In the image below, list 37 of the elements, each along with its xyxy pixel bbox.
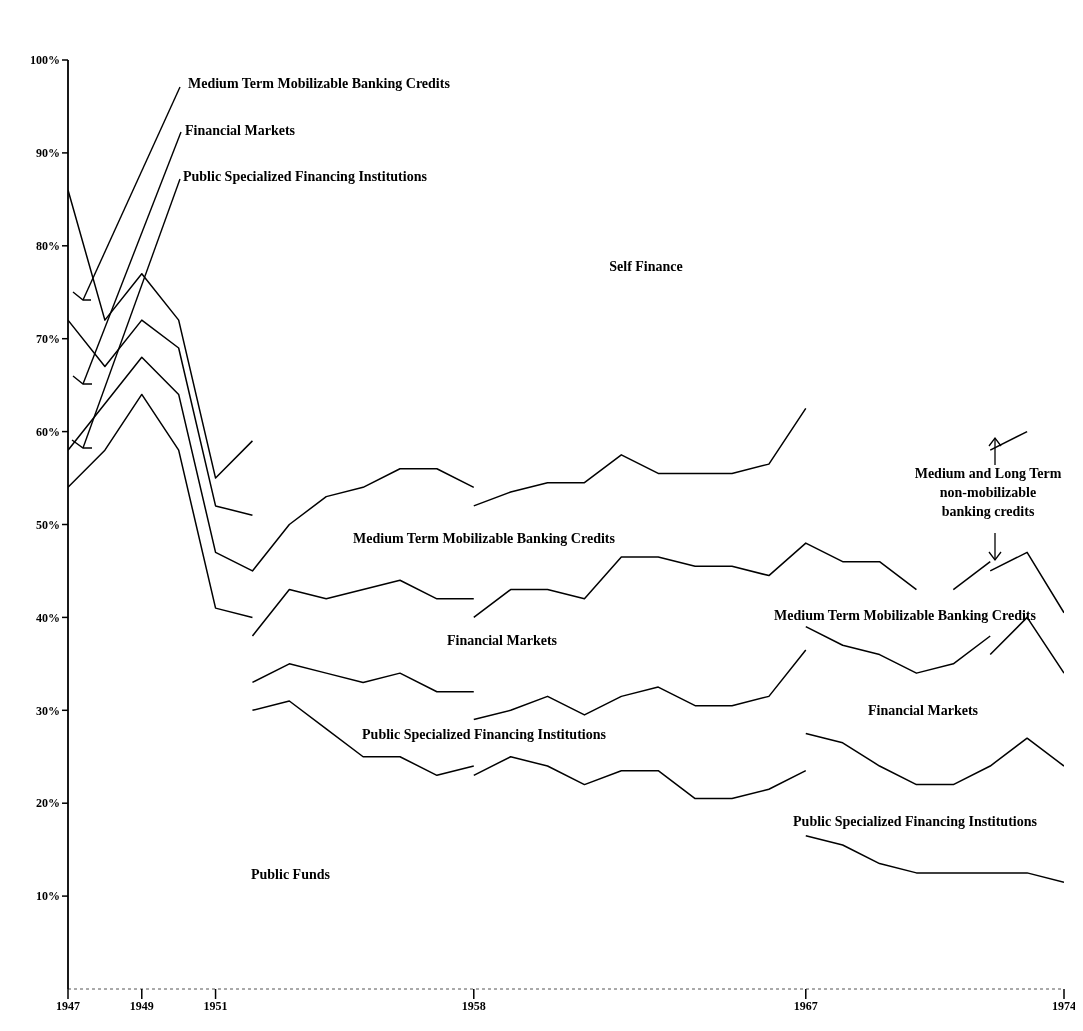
x-tick-label: 1949 [129, 998, 154, 1013]
x-tick-label: 1958 [461, 998, 486, 1013]
y-tick-label: 80% [36, 239, 60, 254]
line-series [473, 407, 807, 507]
line-series [805, 834, 1064, 883]
y-tick-label: 40% [36, 610, 60, 625]
annotation: Public Specialized Financing Institutions [793, 814, 1038, 830]
x-tick-label: 1974 [1052, 998, 1076, 1013]
annotation: Public Specialized Financing Institutions [183, 169, 428, 185]
line-series [473, 756, 807, 800]
annotation: Financial Markets [446, 633, 558, 649]
line-series [251, 579, 475, 637]
annotation: Financial Markets [867, 703, 979, 719]
annotation: Public Funds [251, 867, 331, 883]
annotation: Public Specialized Financing Institutions [362, 727, 607, 743]
annotation: Medium and Long Term non-mobilizable banking credits [914, 466, 1062, 520]
y-tick-label: 100% [30, 53, 60, 68]
annotation: Financial Markets [185, 123, 296, 139]
y-tick-label: 70% [36, 331, 60, 346]
y-tick-label: 20% [36, 796, 60, 811]
line-series [251, 663, 475, 693]
y-tick-label: 10% [36, 889, 60, 904]
line-series [473, 649, 807, 721]
line-series [805, 732, 1064, 786]
annotation: Medium Term Mobilizable Banking Credits [774, 608, 1037, 624]
y-tick-label: 30% [36, 703, 60, 718]
x-tick-label: 1947 [56, 998, 80, 1013]
annotation: Medium Term Mobilizable Banking Credits [353, 531, 616, 547]
line-series [805, 625, 991, 674]
x-tick-label: 1951 [203, 998, 228, 1013]
annotation: Medium Term Mobilizable Banking Credits [188, 76, 451, 92]
y-tick-label: 50% [36, 517, 60, 532]
y-tick-label: 60% [36, 424, 60, 439]
line-series [251, 700, 475, 777]
annotation: Self Finance [609, 259, 683, 275]
y-tick-label: 90% [36, 146, 60, 161]
x-tick-label: 1967 [793, 998, 818, 1013]
